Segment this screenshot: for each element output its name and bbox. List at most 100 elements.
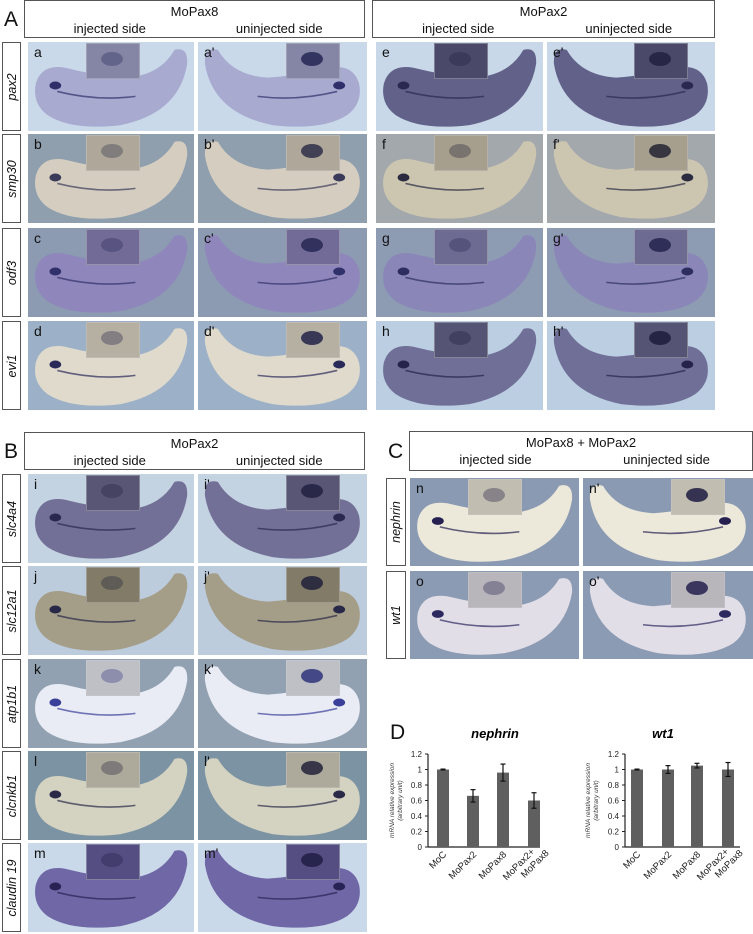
row-label-box: slc4a4 [2, 474, 21, 563]
row-label-box: evi1 [2, 321, 21, 410]
gene-label: wt1 [389, 605, 403, 625]
embryo-shape [204, 141, 360, 219]
x-tick-label: MoC [621, 849, 643, 871]
y-tick-label: 0.2 [411, 828, 423, 837]
row-label-box: atp1b1 [2, 659, 21, 748]
magnified-inset [468, 572, 522, 608]
photo-id: d' [204, 323, 215, 339]
inset-staining [101, 52, 123, 66]
injected-side-label: injected side [422, 21, 495, 36]
photo-id: g [382, 230, 390, 246]
embryo-image [547, 228, 715, 317]
embryo-image [198, 843, 367, 932]
y-tick-label: 1.2 [608, 750, 620, 759]
embryo-shape [35, 328, 188, 406]
magnified-inset [634, 135, 688, 171]
inset-staining [301, 576, 323, 590]
bar [467, 795, 479, 847]
embryo-shape [204, 235, 360, 313]
inset-staining [649, 331, 671, 345]
photo-id: n [416, 480, 424, 496]
magnified-inset [86, 844, 140, 880]
magnified-inset [286, 752, 340, 788]
inset-staining [101, 484, 123, 498]
y-tick-label: 0.2 [608, 828, 620, 837]
y-tick-label: 0.4 [608, 812, 620, 821]
magnified-inset [286, 567, 340, 603]
y-axis-label: (arbitrary unit) [593, 780, 600, 820]
embryo-photo: c [28, 228, 194, 317]
photo-id: j [34, 568, 38, 584]
bar [631, 769, 643, 847]
embryo-shape [383, 49, 537, 127]
magnified-inset [434, 322, 488, 358]
embryo-image [547, 321, 715, 410]
embryo-photo: d [28, 321, 194, 410]
magnified-inset [286, 229, 340, 265]
photo-id: l [34, 753, 38, 769]
embryo-shape [35, 850, 188, 928]
embryo-shape [383, 141, 537, 219]
photo-id: i' [204, 476, 210, 492]
embryo-photo: o' [583, 571, 753, 659]
embryo-shape [417, 578, 573, 655]
photo-id: i [34, 476, 38, 492]
magnified-inset [434, 135, 488, 171]
row-label-box: odf3 [2, 228, 21, 317]
inset-staining [101, 853, 123, 867]
bar [662, 769, 674, 847]
gene-label: slc12a1 [4, 588, 19, 633]
embryo-shape [35, 49, 188, 127]
embryo-shape [553, 49, 708, 127]
inset-staining [101, 238, 123, 252]
embryo-shape [35, 758, 188, 836]
gene-label: clcnkb1 [4, 774, 19, 817]
embryo-shape [35, 573, 188, 651]
embryo-shape [553, 141, 708, 219]
photo-id: h' [553, 323, 564, 339]
y-tick-label: 0.6 [411, 797, 423, 806]
x-tick-label: MoPax2 [447, 849, 479, 881]
embryo-image [28, 228, 194, 317]
bar [437, 769, 449, 847]
photo-id: d [34, 323, 42, 339]
y-tick-label: 0.6 [608, 797, 620, 806]
gene-label: nephrin [389, 501, 403, 543]
panel-letter: B [4, 440, 19, 463]
embryo-photo: a [28, 42, 194, 131]
embryo-photo: g' [547, 228, 715, 317]
embryo-shape [383, 328, 537, 406]
photo-id: b' [204, 136, 215, 152]
embryo-photo: i [28, 474, 194, 563]
gene-label: atp1b1 [4, 684, 19, 723]
embryo-photo: b' [198, 134, 367, 223]
magnified-inset [86, 229, 140, 265]
embryo-image [198, 659, 367, 748]
x-tick-label-line: MoPax2 [642, 849, 674, 881]
photo-id: f [382, 136, 386, 152]
embryo-photo: l [28, 751, 194, 840]
row-label-box: claudin 19 [2, 843, 21, 932]
photo-id: e' [553, 44, 564, 60]
panel-letter: A [4, 8, 19, 31]
magnified-inset [286, 475, 340, 511]
embryo-shape [204, 758, 360, 836]
injected-side-label: injected side [73, 21, 146, 36]
inset-staining [649, 144, 671, 158]
inset-staining [686, 581, 708, 595]
embryo-shape [35, 235, 188, 313]
injected-side-label: injected side [73, 453, 146, 468]
uninjected-side-label: uninjected side [235, 21, 323, 36]
embryo-image [376, 134, 543, 223]
embryo-photo: n [410, 478, 579, 566]
embryo-shape [553, 328, 708, 406]
inset-staining [686, 488, 708, 502]
embryo-photo: k [28, 659, 194, 748]
photo-id: o' [589, 573, 600, 589]
photo-id: l' [204, 753, 210, 769]
condition-title: MoPax2 [170, 436, 219, 451]
embryo-shape [35, 481, 188, 559]
inset-staining [301, 144, 323, 158]
magnified-inset [286, 844, 340, 880]
x-tick-label-line: MoPax2 [447, 849, 479, 881]
